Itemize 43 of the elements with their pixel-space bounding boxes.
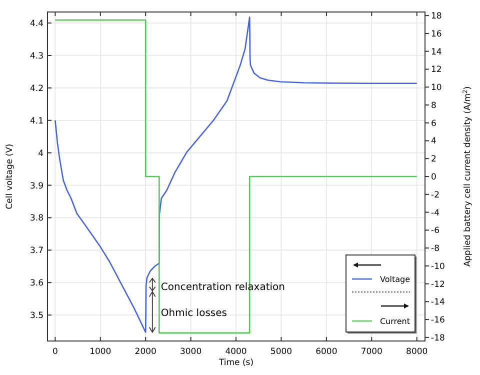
y2-tick-label: 16 bbox=[431, 29, 442, 40]
annotation: Ohmic losses bbox=[160, 308, 227, 319]
y2-tick-label: 12 bbox=[431, 65, 442, 76]
y-axis-title: Cell voltage (V) bbox=[5, 144, 15, 210]
x-tick-label: 7000 bbox=[360, 347, 382, 357]
x-tick-label: 2000 bbox=[134, 347, 156, 357]
y2-tick-label: 0 bbox=[431, 172, 436, 182]
x-axis-title: Time (s) bbox=[218, 358, 254, 368]
y2-tick-label: -2 bbox=[431, 190, 440, 200]
y2-tick-label: 8 bbox=[431, 100, 436, 111]
y-tick-label: 3.9 bbox=[30, 181, 44, 192]
y2-tick-label: 6 bbox=[431, 118, 436, 129]
y-tick-label: 3.8 bbox=[30, 214, 44, 224]
y-tick-label: 4.2 bbox=[30, 84, 44, 94]
legend-label: Current bbox=[380, 317, 410, 326]
x-tick-label: 1000 bbox=[90, 347, 112, 357]
y2-tick-label: -16 bbox=[431, 316, 445, 326]
y2-tick-label: -18 bbox=[431, 333, 445, 344]
y2-tick-label: 14 bbox=[431, 47, 442, 58]
x-tick-label: 8000 bbox=[406, 347, 428, 357]
legend-label: Voltage bbox=[380, 275, 410, 284]
y2-tick-label: 2 bbox=[431, 154, 436, 165]
y-tick-label: 4.4 bbox=[30, 19, 44, 30]
y2-tick-label: -10 bbox=[431, 262, 445, 272]
y2-tick-label: -4 bbox=[431, 208, 440, 218]
y-tick-label: 4 bbox=[38, 148, 44, 159]
y-tick-label: 4.1 bbox=[30, 116, 44, 126]
x-tick-label: 3000 bbox=[180, 347, 202, 357]
y2-tick-label: -14 bbox=[431, 298, 445, 308]
y-tick-label: 3.7 bbox=[30, 246, 44, 256]
y2-tick-label: -12 bbox=[431, 280, 445, 290]
y-tick-label: 4.3 bbox=[30, 51, 44, 62]
x-tick-label: 4000 bbox=[225, 347, 247, 357]
x-tick-label: 5000 bbox=[270, 347, 292, 357]
y-tick-label: 3.5 bbox=[30, 311, 44, 322]
y2-tick-label: 10 bbox=[431, 83, 442, 94]
y2-tick-label: 4 bbox=[431, 136, 436, 147]
y2-tick-label: -6 bbox=[431, 226, 440, 236]
y2-tick-label: 18 bbox=[431, 12, 442, 22]
y2-tick-label: -8 bbox=[431, 244, 440, 254]
x-tick-label: 0 bbox=[52, 347, 58, 357]
y-tick-label: 3.6 bbox=[30, 278, 44, 289]
x-tick-label: 6000 bbox=[316, 347, 338, 357]
